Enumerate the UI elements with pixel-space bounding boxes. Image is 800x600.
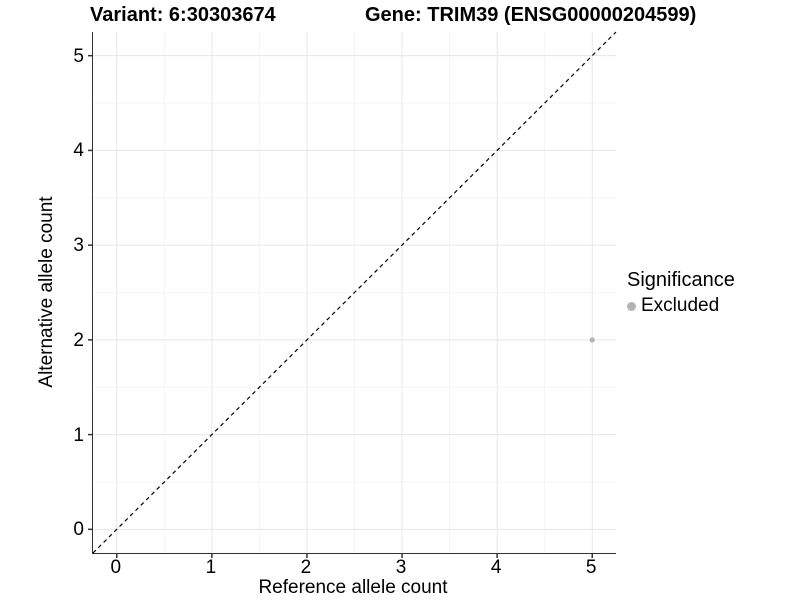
y-tick-label: 4	[73, 140, 84, 162]
y-tick-label: 0	[73, 519, 84, 541]
legend-entry-label: Excluded	[641, 295, 720, 316]
y-tick-label: 1	[73, 424, 84, 446]
legend-key-dot	[627, 301, 636, 311]
legend-title: Significance	[627, 269, 735, 291]
variant-title: Variant: 6:30303674	[90, 4, 276, 26]
y-tick-label: 3	[73, 235, 84, 257]
x-tick-label: 5	[585, 557, 597, 578]
legend: Significance Excluded	[627, 268, 735, 317]
identity-dashed-line	[92, 31, 617, 554]
x-axis-title: Reference allele count	[258, 577, 448, 598]
y-tick-label: 2	[73, 329, 84, 351]
x-tick-label: 3	[395, 557, 407, 578]
x-tick-label: 0	[110, 557, 122, 578]
data-point	[589, 337, 595, 343]
legend-entry: Excluded	[627, 295, 735, 317]
scatter-plot-canvas	[88, 31, 617, 558]
x-tick-label: 1	[205, 557, 217, 578]
y-axis-title: Alternative allele count	[36, 196, 57, 388]
x-tick-label: 2	[300, 557, 312, 578]
y-tick-label: 5	[73, 45, 84, 67]
gene-title: Gene: TRIM39 (ENSG00000204599)	[365, 4, 697, 26]
x-tick-label: 4	[490, 557, 502, 578]
plot-panel	[88, 31, 617, 558]
legend-entries: Excluded	[627, 295, 735, 317]
